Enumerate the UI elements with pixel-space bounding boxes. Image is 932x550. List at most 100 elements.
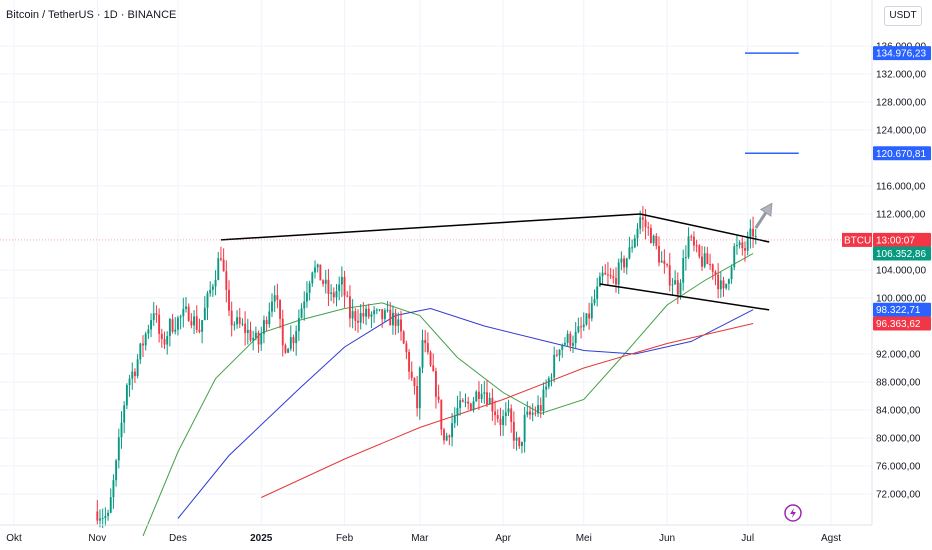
price-tick-label: 132.000,00: [876, 70, 926, 81]
time-tick-label: Mei: [576, 533, 592, 544]
candle-body: [553, 354, 556, 378]
candle-body: [222, 259, 225, 272]
ma-value-label: 96.363,62: [876, 319, 921, 330]
price-tick-label: 76.000,00: [876, 462, 921, 473]
candle-body: [211, 286, 214, 290]
candle-body: [636, 228, 639, 239]
price-tick-label: 116.000,00: [876, 182, 926, 193]
candle-body: [273, 295, 276, 302]
candle-body: [362, 313, 365, 317]
candle-body: [314, 267, 316, 273]
candle-body: [445, 435, 448, 441]
time-axis[interactable]: Okt Nov Des 2025 Feb Mar Apr Mei Jun Jul Agst: [0, 524, 872, 544]
candle-body: [174, 329, 177, 332]
candle-body: [155, 313, 158, 315]
candle-body: [246, 329, 249, 333]
candle-body: [494, 411, 497, 416]
candle-body: [434, 371, 437, 397]
candle-body: [383, 310, 386, 320]
candle-body: [99, 518, 101, 521]
candle-body: [201, 320, 204, 332]
candle-body: [206, 293, 209, 308]
candle-body: [671, 284, 674, 286]
candle-body: [391, 312, 394, 326]
candle-body: [117, 437, 120, 461]
candle-body: [453, 416, 456, 424]
candle-body: [631, 247, 634, 249]
candle-body: [408, 351, 411, 372]
ma-value-label-box: [873, 246, 931, 261]
ma-value-label: 98.322,71: [876, 305, 921, 316]
price-axis[interactable]: 136.000,00132.000,00128.000,00124.000,00…: [871, 0, 926, 525]
candle-body: [666, 264, 669, 266]
candle-body: [348, 296, 351, 319]
candle-body: [107, 512, 110, 516]
candle-body: [426, 343, 429, 353]
candle-body: [252, 337, 255, 341]
candle-body: [529, 411, 531, 415]
price-tick-label: 72.000,00: [876, 490, 921, 501]
candle-body: [461, 400, 464, 402]
candle-body: [744, 248, 746, 251]
candle-body: [324, 279, 327, 284]
chart-title: Bitcoin / TetherUS · 1D · BINANCE: [6, 9, 177, 21]
candle-body: [547, 378, 550, 387]
candle-body: [166, 336, 169, 345]
candle-body: [475, 391, 478, 402]
trendline: [599, 283, 770, 311]
alert-icon-wrap[interactable]: [784, 504, 802, 522]
price-tick-label: 88.000,00: [876, 378, 921, 389]
candle-body: [281, 318, 284, 346]
candle-body: [241, 323, 244, 325]
candle-body: [136, 359, 139, 377]
candle-body: [754, 236, 757, 238]
price-tick-label: 80.000,00: [876, 434, 921, 445]
candle-body: [96, 511, 99, 521]
time-tick-label: Jul: [741, 533, 754, 544]
candle-body: [679, 282, 682, 295]
candle-body: [588, 313, 591, 319]
candle-body: [655, 235, 658, 246]
countdown-label: 13:00:07: [876, 235, 915, 246]
candle-body: [674, 280, 677, 285]
candle-body: [523, 414, 526, 442]
price-tick-label: 92.000,00: [876, 350, 921, 361]
candle-body: [644, 219, 647, 227]
candle-body: [400, 319, 402, 332]
candle-body: [268, 311, 271, 325]
candle-body: [717, 274, 720, 290]
candle-body: [219, 258, 222, 260]
candle-body: [695, 245, 698, 247]
candle-body: [577, 326, 580, 332]
price-tick-label: 100.000,00: [876, 294, 926, 305]
candle-body: [308, 283, 311, 293]
candle-body: [203, 307, 206, 321]
candle-body: [539, 405, 542, 411]
candle-body: [615, 278, 617, 285]
candle-body: [171, 319, 174, 332]
trendline: [220, 213, 641, 241]
candle-body: [327, 279, 330, 294]
candle-body: [625, 258, 628, 268]
candle-body: [158, 314, 161, 334]
trend-drawings: [0, 52, 872, 311]
candle-body: [488, 397, 491, 405]
candle-body: [520, 441, 523, 447]
candle-body: [338, 284, 341, 292]
candle-body: [311, 272, 314, 284]
candle-body: [749, 228, 752, 237]
time-tick-label: Feb: [336, 533, 354, 544]
candle-body: [574, 331, 577, 344]
candle-body: [561, 344, 564, 350]
currency-button[interactable]: USDT: [884, 6, 922, 26]
candle-body: [332, 292, 335, 298]
candle-body: [504, 412, 507, 417]
candle-body: [279, 299, 282, 319]
candle-body: [233, 324, 236, 326]
candle-body: [741, 242, 744, 249]
candle-body: [563, 342, 566, 345]
level-price-label-box: [873, 46, 931, 61]
candle-body: [365, 308, 368, 317]
candle-body: [738, 242, 741, 246]
